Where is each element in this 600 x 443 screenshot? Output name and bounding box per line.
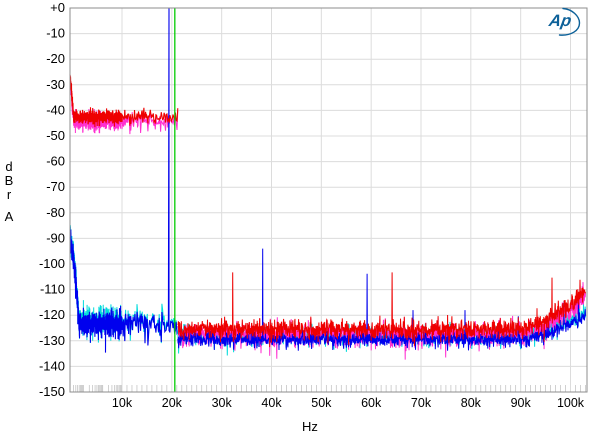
svg-text:-50: -50 xyxy=(46,128,65,143)
svg-text:80k: 80k xyxy=(461,396,482,410)
svg-text:60k: 60k xyxy=(361,396,382,410)
svg-text:-110: -110 xyxy=(40,282,65,297)
svg-text:-90: -90 xyxy=(46,230,65,245)
svg-text:-70: -70 xyxy=(46,179,65,194)
svg-text:+0: +0 xyxy=(50,0,65,15)
svg-text:-80: -80 xyxy=(46,205,65,220)
svg-text:-10: -10 xyxy=(46,26,65,41)
svg-text:90k: 90k xyxy=(511,396,532,410)
svg-text:10k: 10k xyxy=(112,396,133,410)
svg-text:50k: 50k xyxy=(311,396,332,410)
svg-text:-100: -100 xyxy=(39,256,65,271)
svg-text:-40: -40 xyxy=(46,102,65,117)
svg-text:-60: -60 xyxy=(46,154,65,169)
svg-text:100k: 100k xyxy=(557,396,585,410)
svg-text:-30: -30 xyxy=(46,77,65,92)
svg-text:-20: -20 xyxy=(46,51,65,66)
svg-text:-140: -140 xyxy=(39,358,65,373)
svg-text:40k: 40k xyxy=(261,396,282,410)
svg-text:30k: 30k xyxy=(212,396,233,410)
svg-text:-150: -150 xyxy=(39,384,65,399)
svg-text:20k: 20k xyxy=(162,396,183,410)
svg-text:70k: 70k xyxy=(411,396,432,410)
svg-text:-120: -120 xyxy=(39,307,65,322)
svg-text:-130: -130 xyxy=(39,333,65,348)
